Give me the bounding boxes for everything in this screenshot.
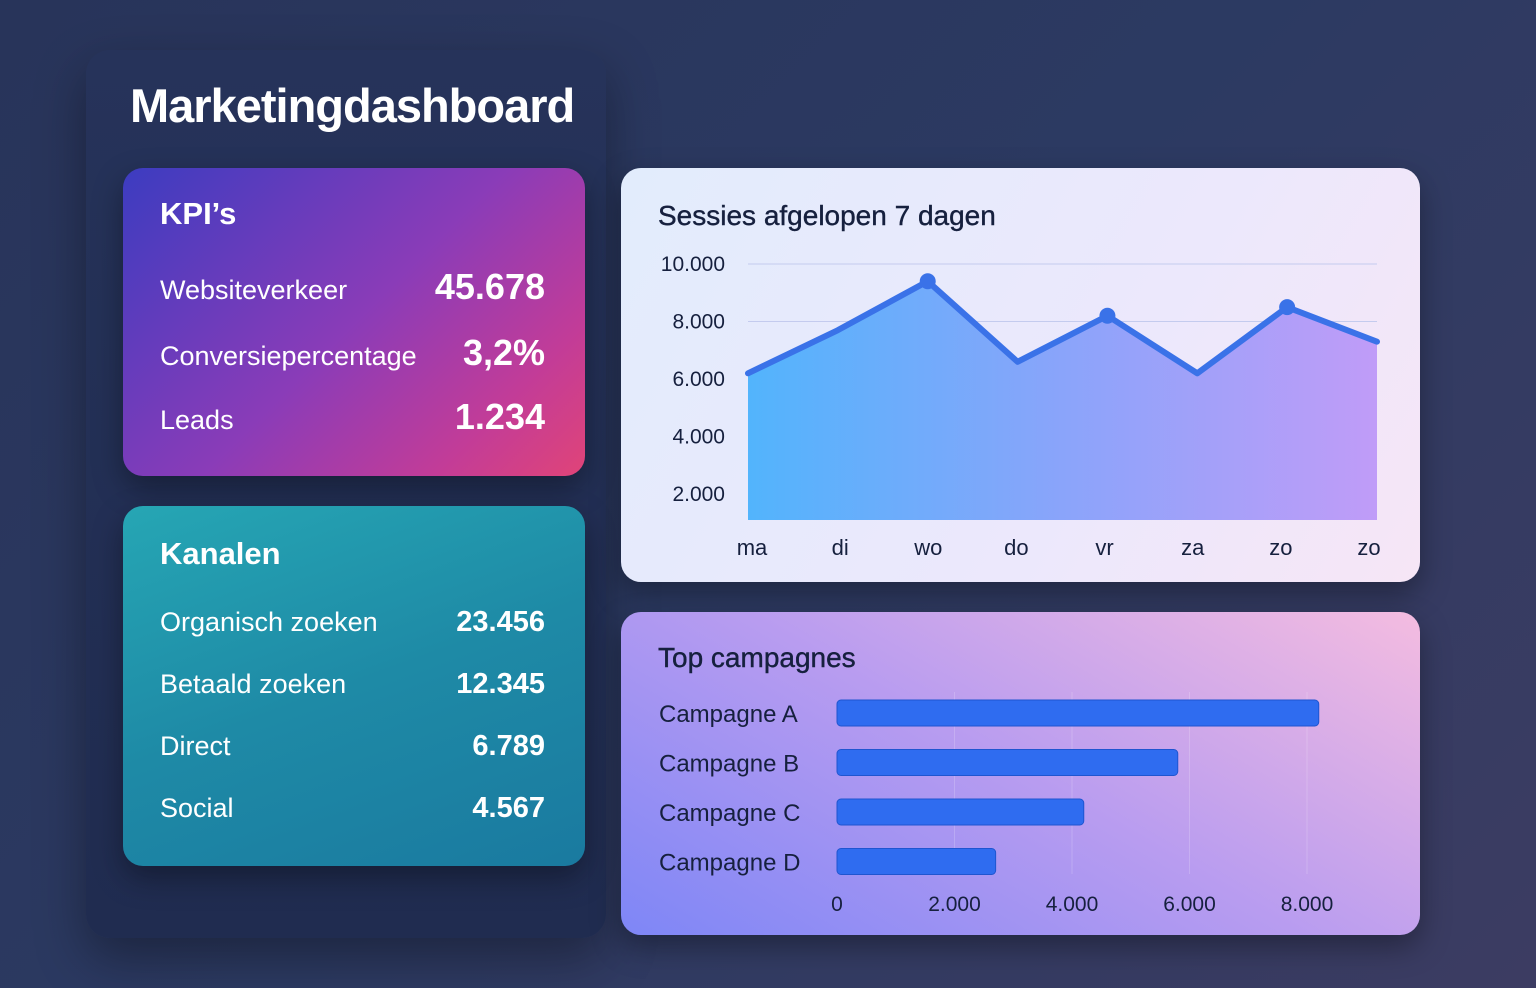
data-point-marker [919, 273, 936, 290]
kpi-value: 45.678 [434, 266, 545, 307]
bar-label: Campagne D [659, 850, 800, 877]
sessions-chart-title: Sessies afgelopen 7 dagen [658, 200, 996, 231]
x-tick-label: 4.000 [1046, 893, 1099, 916]
campaigns-chart-title: Top campagnes [658, 642, 856, 673]
bar [836, 749, 1179, 776]
x-tick-label: vr [1095, 535, 1113, 560]
channel-value: 12.345 [456, 668, 545, 700]
channels-title: Kanalen [160, 536, 281, 571]
channel-value: 4.567 [472, 792, 545, 824]
kpi-row: Conversiepercentage 3,2% [160, 332, 545, 374]
campaigns-chart-card: Top campagnes 0 2.000 4.000 6.000 8.000 Campa… [621, 612, 1420, 935]
x-tick-label: 0 [831, 893, 843, 916]
channel-label: Betaald zoeken [160, 669, 347, 699]
x-tick-label: di [832, 535, 849, 560]
channel-row: Organisch zoeken 23.456 [160, 606, 545, 639]
channel-row: Social 4.567 [160, 792, 545, 825]
kpi-card: KPI’s Websiteverkeer 45.678 Conversieperc… [123, 168, 585, 476]
x-tick-label: do [1004, 535, 1028, 560]
y-tick-label: 6.000 [672, 368, 725, 391]
kpi-label: Conversiepercentage [160, 341, 417, 371]
kpi-row: Websiteverkeer 45.678 [160, 266, 545, 308]
y-tick-label: 8.000 [672, 311, 725, 334]
channel-row: Betaald zoeken 12.345 [160, 668, 545, 701]
x-tick-label: zo [1357, 535, 1380, 560]
area-fill [748, 281, 1377, 520]
kpi-label: Websiteverkeer [160, 275, 348, 305]
y-tick-label: 10.000 [661, 253, 725, 276]
channel-label: Social [160, 793, 234, 823]
y-tick-label: 2.000 [672, 483, 725, 506]
x-tick-label: 6.000 [1163, 893, 1216, 916]
bar [836, 798, 1085, 826]
kpi-row: Leads 1.234 [160, 396, 545, 438]
channel-label: Direct [160, 731, 231, 761]
bar-label: Campagne B [659, 751, 799, 778]
bar [836, 848, 997, 875]
data-point-marker [1279, 299, 1296, 316]
sessions-chart: 10.000 8.000 6.000 4.000 2.000 ma di wo do vr za zo… [661, 253, 1381, 560]
kpi-value: 1.234 [454, 396, 545, 437]
kpi-value: 3,2% [462, 332, 545, 373]
x-tick-label: wo [913, 535, 942, 560]
channel-value: 6.789 [472, 730, 545, 762]
series-line [745, 278, 1380, 377]
page-title: Marketingdashboard [130, 79, 575, 132]
data-point-marker [1099, 307, 1116, 324]
x-tick-label: za [1181, 535, 1205, 560]
channel-row: Direct 6.789 [160, 730, 545, 763]
y-tick-label: 4.000 [672, 426, 725, 449]
bar-label: Campagne C [659, 800, 800, 827]
channels-card: Kanalen Organisch zoeken 23.456 Betaald z… [123, 506, 585, 866]
bar-label: Campagne A [659, 701, 798, 728]
x-tick-label: 8.000 [1281, 893, 1334, 916]
kpi-label: Leads [160, 405, 234, 435]
kpi-title: KPI’s [160, 196, 237, 231]
x-tick-label: zo [1269, 535, 1292, 560]
x-tick-label: 2.000 [928, 893, 981, 916]
campaigns-chart: 0 2.000 4.000 6.000 8.000 Campagne A Campagne … [659, 692, 1334, 916]
sessions-chart-card: Sessies afgelopen 7 dagen 10.000 8.000 6.0… [621, 168, 1420, 582]
x-tick-label: ma [737, 535, 768, 560]
channel-value: 23.456 [456, 606, 545, 638]
bar [836, 699, 1320, 727]
channel-label: Organisch zoeken [160, 607, 378, 637]
